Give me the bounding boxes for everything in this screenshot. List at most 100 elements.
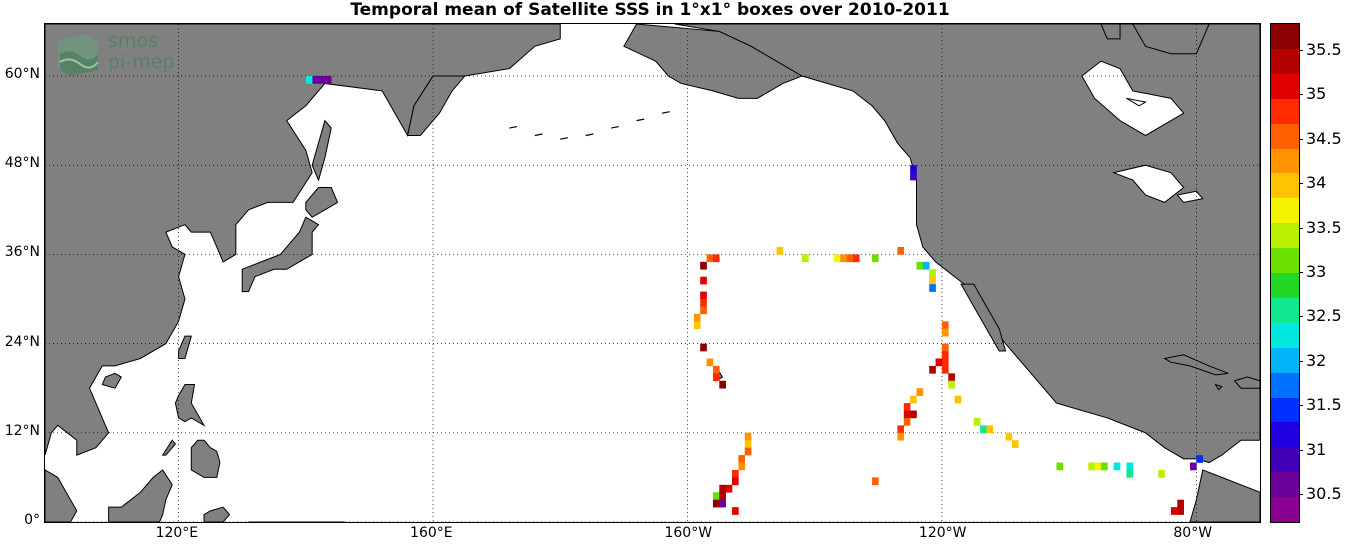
sss-box — [712, 492, 720, 501]
sss-box — [941, 351, 949, 359]
sss-box — [706, 254, 714, 263]
sss-box — [1011, 440, 1019, 448]
colorbar-segment — [1271, 322, 1299, 349]
colorbar-segment — [1271, 98, 1299, 125]
lat-tick-label: 48°N — [4, 155, 40, 172]
sss-box — [719, 484, 726, 493]
land-polygon — [623, 24, 804, 99]
colorbar-tick-label: 34 — [1306, 173, 1327, 193]
logo-mark-icon — [58, 34, 99, 76]
sss-box — [693, 313, 701, 322]
land-polygon — [1132, 24, 1210, 55]
lake-polygon — [1176, 190, 1204, 203]
aleutian-island — [509, 125, 518, 129]
sss-box — [1196, 455, 1204, 463]
colorbar-tick-label: 35.5 — [1306, 39, 1342, 59]
colorbar-segment — [1271, 123, 1299, 149]
sss-box — [712, 365, 720, 374]
colorbar-segment — [1271, 198, 1299, 224]
aleutian-island — [636, 118, 645, 122]
sss-box — [318, 76, 326, 84]
land-polygon — [161, 439, 177, 456]
land-polygon — [241, 216, 320, 293]
sss-box — [712, 499, 720, 508]
colorbar-segment — [1271, 148, 1299, 174]
colorbar-tick — [1299, 494, 1303, 496]
sss-box — [903, 417, 911, 426]
land-polygon — [203, 506, 231, 522]
colorbar-segment — [1271, 447, 1299, 473]
land-polygon — [1214, 383, 1223, 391]
sss-box — [1113, 462, 1121, 471]
lake-polygon — [1126, 97, 1147, 107]
sss-box — [700, 261, 707, 270]
colorbar-segment — [1271, 497, 1299, 523]
colorbar-tick — [1299, 138, 1303, 140]
sss-box — [1094, 462, 1102, 471]
sss-box — [776, 246, 784, 255]
sss-box — [712, 254, 720, 263]
colorbar — [1270, 23, 1300, 523]
sss-box — [973, 417, 981, 426]
colorbar-segment — [1271, 472, 1299, 498]
chart-title: Temporal mean of Satellite SSS in 1°x1° … — [350, 0, 950, 20]
colorbar-segment — [1271, 422, 1299, 448]
sss-box — [1177, 499, 1184, 508]
sss-box — [732, 507, 739, 515]
logo-text-pimep: pi-mep — [108, 51, 175, 73]
sss-box — [929, 284, 936, 292]
aleutian-island — [534, 133, 543, 137]
sss-box — [1177, 507, 1184, 515]
colorbar-segment — [1271, 173, 1299, 199]
colorbar-tick-label: 32.5 — [1306, 306, 1342, 326]
colorbar-tick-label: 31.5 — [1306, 395, 1342, 415]
land-polygon — [45, 469, 78, 522]
sss-box — [871, 477, 879, 486]
colorbar-segment — [1271, 48, 1299, 75]
land-polygon — [190, 439, 221, 478]
lon-tick-label: 160°W — [664, 525, 713, 541]
sss-box — [929, 276, 936, 285]
colorbar-tick — [1299, 227, 1303, 229]
land-polygon — [960, 283, 1007, 352]
land-polygon — [1100, 24, 1121, 40]
sss-boxes — [305, 76, 1204, 515]
sss-box — [910, 172, 917, 181]
aleutian-island — [611, 125, 619, 129]
lat-tick-label: 0° — [24, 512, 40, 528]
sss-box — [1126, 462, 1134, 471]
land-masses — [45, 24, 1260, 522]
lon-tick-label: 80°W — [1173, 525, 1213, 541]
sss-box — [706, 358, 714, 367]
colorbar-tick-label: 35 — [1306, 84, 1327, 104]
sss-box — [941, 328, 949, 337]
colorbar-tick-label: 34.5 — [1306, 128, 1342, 148]
sss-box — [941, 321, 949, 330]
colorbar-tick-label: 32 — [1306, 350, 1327, 370]
land-polygon — [101, 372, 123, 389]
sss-box — [744, 440, 752, 448]
land-polygon — [305, 187, 339, 218]
logo-text-smos: smos — [108, 30, 158, 52]
sss-box — [738, 455, 746, 463]
lake-polygon — [1081, 60, 1185, 137]
colorbar-segment — [1271, 372, 1299, 398]
colorbar-tick — [1299, 449, 1303, 451]
sss-box — [935, 358, 943, 367]
colorbar-tick — [1299, 316, 1303, 318]
sss-box — [948, 373, 955, 382]
sss-box — [980, 425, 987, 434]
colorbar-tick — [1299, 49, 1303, 51]
colorbar-tick-label: 33 — [1306, 262, 1327, 281]
sss-box — [833, 254, 841, 263]
sss-box — [700, 291, 707, 300]
sss-box — [305, 76, 313, 84]
aleutian-island — [661, 111, 670, 114]
aleutian-island — [585, 133, 594, 137]
map-panel — [44, 23, 1261, 523]
sss-box — [910, 165, 917, 173]
sss-box — [903, 410, 911, 419]
land-polygon — [406, 75, 466, 136]
sss-box — [948, 380, 955, 389]
land-polygon — [1233, 376, 1260, 389]
